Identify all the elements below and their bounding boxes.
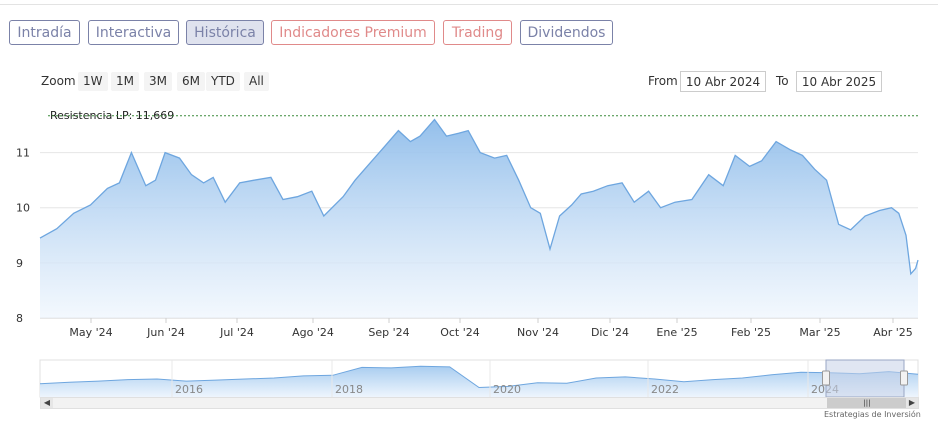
- navigator-handle[interactable]: [822, 370, 830, 386]
- tab-historica[interactable]: Histórica: [186, 20, 264, 45]
- range-from-input[interactable]: 10 Abr 2024: [680, 71, 766, 92]
- navigator[interactable]: 2016 2018 2020 2022 2024: [39, 359, 919, 398]
- zoom-all-button[interactable]: All: [244, 72, 269, 91]
- scroll-right-arrow[interactable]: ▶: [906, 398, 918, 408]
- zoom-3m-button[interactable]: 3M: [144, 72, 172, 91]
- price-line: [39, 118, 919, 276]
- navigator-line: [39, 365, 919, 389]
- x-tick-label: Sep '24: [368, 326, 409, 339]
- zoom-1w-button[interactable]: 1W: [78, 72, 108, 91]
- zoom-label: Zoom: [41, 74, 76, 88]
- navigator-area: [40, 366, 918, 397]
- zoom-6m-button[interactable]: 6M: [177, 72, 205, 91]
- price-area-fill: [40, 119, 918, 318]
- range-to-label: To: [776, 74, 789, 88]
- y-tick-label: 10: [16, 202, 30, 215]
- y-tick-label: 9: [16, 257, 23, 270]
- top-divider: [0, 4, 938, 5]
- resistance-annotation: Resistencia LP: 11,669: [48, 109, 918, 122]
- navigator-tick-label: 2022: [651, 383, 679, 396]
- range-to-input[interactable]: 10 Abr 2025: [796, 71, 882, 92]
- navigator-tick-label: 2016: [175, 383, 203, 396]
- y-tick-label: 8: [16, 312, 23, 325]
- y-tick-label: 11: [16, 147, 30, 160]
- x-tick-label: Jul '24: [219, 326, 254, 339]
- scroll-left-arrow[interactable]: ◀: [41, 398, 53, 408]
- x-tick-label: Dic '24: [591, 326, 629, 339]
- x-tick-label: Jun '24: [146, 326, 185, 339]
- scroll-thumb[interactable]: |||: [827, 398, 907, 408]
- zoom-1m-button[interactable]: 1M: [111, 72, 139, 91]
- x-axis: May '24 Jun '24 Jul '24 Ago '24 Sep '24 Oct '…: [69, 318, 913, 339]
- navigator-scrollbar[interactable]: ◀ ||| ▶: [40, 397, 919, 409]
- x-tick-label: Ene '25: [656, 326, 697, 339]
- tab-dividendos[interactable]: Dividendos: [520, 20, 613, 45]
- x-tick-label: May '24: [69, 326, 112, 339]
- tab-interactiva[interactable]: Interactiva: [88, 20, 179, 45]
- navigator-selection: [825, 359, 905, 398]
- tab-intradia[interactable]: Intradía: [9, 20, 80, 45]
- y-axis: 8 9 10 11: [16, 147, 30, 325]
- x-tick-label: Nov '24: [517, 326, 559, 339]
- zoom-ytd-button[interactable]: YTD: [206, 72, 240, 91]
- x-tick-label: Oct '24: [440, 326, 480, 339]
- credit-label: Estrategias de Inversión: [824, 410, 921, 419]
- range-from-label: From: [648, 74, 678, 88]
- x-tick-label: Mar '25: [799, 326, 840, 339]
- tab-trading[interactable]: Trading: [443, 20, 512, 45]
- navigator-handle[interactable]: [900, 370, 908, 386]
- tab-indicadores-premium[interactable]: Indicadores Premium: [271, 20, 435, 45]
- navigator-tick-label: 2018: [335, 383, 363, 396]
- price-area: [39, 118, 919, 318]
- x-tick-label: Ago '24: [292, 326, 334, 339]
- x-tick-label: Abr '25: [873, 326, 913, 339]
- navigator-tick-label: 2020: [493, 383, 521, 396]
- x-tick-label: Feb '25: [731, 326, 771, 339]
